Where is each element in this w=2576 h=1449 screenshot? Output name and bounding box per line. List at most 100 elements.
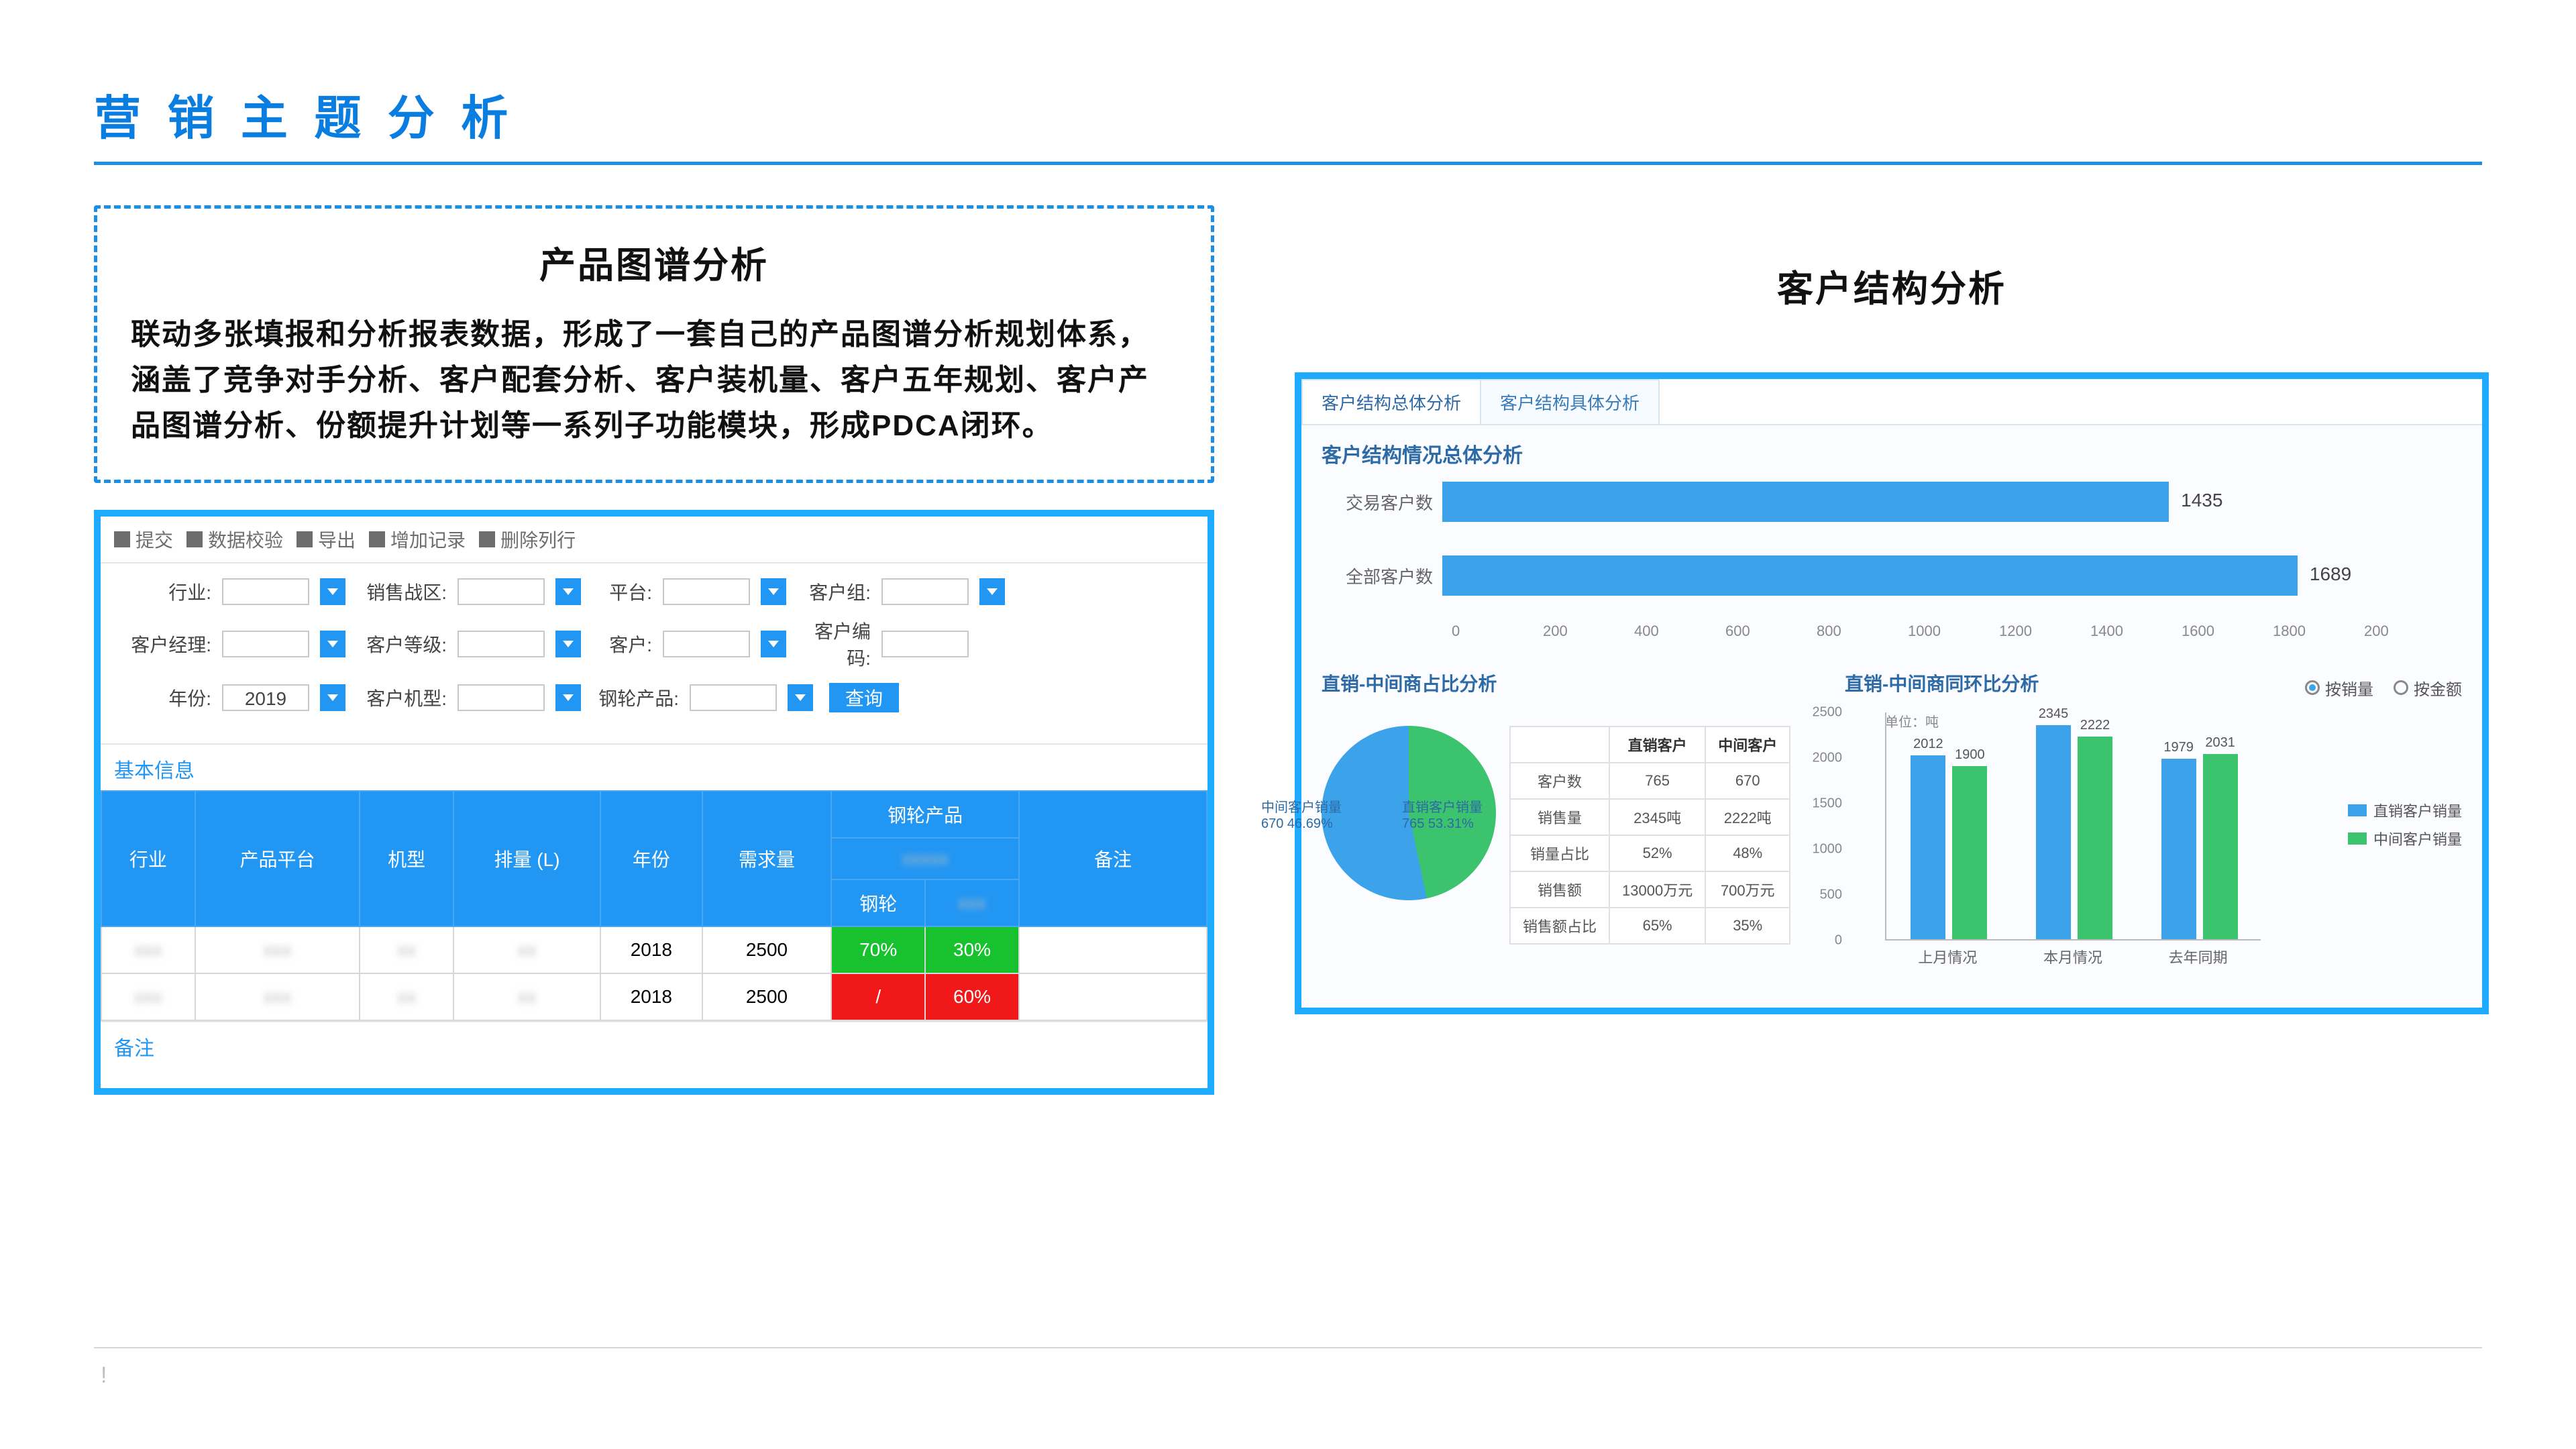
radio-icon <box>2394 680 2408 695</box>
footer-mark: ! <box>101 1362 107 1389</box>
tab-detail[interactable]: 客户结构具体分析 <box>1480 379 1660 424</box>
bar-group: 20121900 <box>1905 755 1992 939</box>
tabs: 客户结构总体分析 客户结构具体分析 <box>1301 379 2482 425</box>
mini-th: 直销客户 <box>1609 727 1705 763</box>
filter-grid: 行业: 销售战区: 平台: 客户组: 客户经理: 客户等级: 客户: 客户编码:… <box>101 564 1208 743</box>
hbar-row: 全部客户数1689 <box>1328 549 2455 602</box>
hbar-title: 客户结构情况总体分析 <box>1301 425 2482 475</box>
th-model: 机型 <box>360 791 453 926</box>
page-title: 营 销 主 题 分 析 <box>94 80 2482 148</box>
y-tick: 500 <box>1820 888 1842 903</box>
filter-manager[interactable] <box>222 631 309 657</box>
hbar-row: 交易客户数1435 <box>1328 475 2455 529</box>
axis-tick: 1400 <box>2090 623 2182 640</box>
axis-tick: 200 <box>2364 623 2455 640</box>
product-map-title: 产品图谱分析 <box>131 235 1177 288</box>
axis-tick: 400 <box>1634 623 1725 640</box>
filter-label: 客户组: <box>797 578 871 605</box>
mini-table: 直销客户中间客户客户数765670销售量2345吨2222吨销量占比52%48%… <box>1509 726 1790 945</box>
product-map-paragraph: 联动多张填报和分析报表数据，形成了一套自己的产品图谱分析规划体系，涵盖了竞争对手… <box>131 312 1177 449</box>
th-demand: 需求量 <box>702 791 832 926</box>
table-row: xxxxxxxxxx2018250070%30% <box>101 926 1207 973</box>
bar: 1900 <box>1952 766 1987 939</box>
th-year: 年份 <box>600 791 702 926</box>
filter-product[interactable] <box>690 684 777 711</box>
bar-title: 直销-中间商同环比分析 <box>1845 669 2039 696</box>
th-sub: xxxxx <box>831 838 1019 879</box>
filter-label: 客户机型: <box>356 684 447 711</box>
filter-year[interactable]: 2019 <box>222 684 309 711</box>
dropdown-icon[interactable] <box>761 578 786 605</box>
customer-structure-title: 客户结构分析 <box>1295 259 2489 312</box>
filter-label: 年份: <box>121 684 211 711</box>
pie-title: 直销-中间商占比分析 <box>1322 669 1831 696</box>
toolbar-submit[interactable]: 提交 <box>114 526 173 553</box>
th-group: 钢轮产品 <box>831 791 1019 838</box>
hbar-label: 全部客户数 <box>1328 564 1442 588</box>
axis-tick: 0 <box>1452 623 1543 640</box>
filter-region[interactable] <box>458 578 545 605</box>
y-tick: 1000 <box>1813 842 1843 857</box>
filter-custgroup[interactable] <box>881 578 969 605</box>
export-icon <box>297 531 313 547</box>
axis-tick: 800 <box>1817 623 1908 640</box>
bar: 2012 <box>1911 755 1945 939</box>
radio-group: 按销量按金额 <box>2305 676 2462 700</box>
filter-model[interactable] <box>458 684 545 711</box>
bar: 2345 <box>2036 725 2071 939</box>
th-remark: 备注 <box>1019 791 1207 926</box>
dropdown-icon[interactable] <box>788 684 813 711</box>
filter-label: 客户编码: <box>797 617 871 671</box>
filter-platform[interactable] <box>663 578 750 605</box>
bar: 2031 <box>2203 754 2238 939</box>
th-displacement: 排量 (L) <box>453 791 600 926</box>
filter-code[interactable] <box>881 631 969 657</box>
section-note: 备注 <box>101 1021 1208 1068</box>
filter-label: 钢轮产品: <box>592 684 679 711</box>
dropdown-icon[interactable] <box>320 578 345 605</box>
toolbar-delrow[interactable]: 删除列行 <box>479 526 576 553</box>
dropdown-icon[interactable] <box>555 684 581 711</box>
mini-th <box>1510 727 1609 763</box>
dropdown-icon[interactable] <box>555 631 581 657</box>
product-map-box: 产品图谱分析 联动多张填报和分析报表数据，形成了一套自己的产品图谱分析规划体系，… <box>94 205 1214 483</box>
dropdown-icon[interactable] <box>320 684 345 711</box>
pie-label: 中间客户销量670 46.69% <box>1261 800 1342 832</box>
submit-icon <box>114 531 130 547</box>
th-platform: 产品平台 <box>195 791 360 926</box>
legend-label: 直销客户销量 <box>2373 800 2462 821</box>
th-industry: 行业 <box>101 791 195 926</box>
hbar-chart: 交易客户数1435全部客户数16890200400600800100012001… <box>1328 475 2455 649</box>
dropdown-icon[interactable] <box>761 631 786 657</box>
dropdown-icon[interactable] <box>555 578 581 605</box>
section-basic-info: 基本信息 <box>101 743 1208 790</box>
mini-row: 销量占比52%48% <box>1510 835 1790 871</box>
query-button[interactable]: 查询 <box>829 683 899 712</box>
dropdown-icon[interactable] <box>320 631 345 657</box>
tab-overall[interactable]: 客户结构总体分析 <box>1301 379 1481 424</box>
toolbar-export[interactable]: 导出 <box>297 526 356 553</box>
radio-option[interactable]: 按销量 <box>2305 676 2373 700</box>
filter-industry[interactable] <box>222 578 309 605</box>
y-tick: 2000 <box>1813 751 1843 766</box>
legend: 直销客户销量中间客户销量 <box>2348 800 2462 856</box>
pie-chart: 中间客户销量670 46.69%直销客户销量765 53.31% <box>1322 726 1496 900</box>
filter-label: 客户经理: <box>121 631 211 657</box>
footer-rule <box>94 1347 2482 1348</box>
filter-level[interactable] <box>458 631 545 657</box>
hbar-label: 交易客户数 <box>1328 490 1442 515</box>
pie-label: 直销客户销量765 53.31% <box>1402 800 1483 832</box>
toolbar-addrow[interactable]: 增加记录 <box>369 526 466 553</box>
x-label: 本月情况 <box>2010 946 2136 967</box>
radio-option[interactable]: 按金额 <box>2394 676 2462 700</box>
filter-customer[interactable] <box>663 631 750 657</box>
check-icon <box>186 531 203 547</box>
customer-structure-panel: 客户结构总体分析 客户结构具体分析 客户结构情况总体分析 交易客户数1435 全部… <box>1295 372 2489 1014</box>
toolbar-validate[interactable]: 数据校验 <box>186 526 283 553</box>
product-table: 行业 产品平台 机型 排量 (L) 年份 需求量 钢轮产品 备注 xxxxx 钢… <box>101 790 1208 1021</box>
dropdown-icon[interactable] <box>979 578 1005 605</box>
x-label: 上月情况 <box>1885 946 2010 967</box>
axis-tick: 1800 <box>2273 623 2364 640</box>
table-row: xxxxxxxxxx20182500/60% <box>101 973 1207 1020</box>
grouped-bar-chart: 25002000150010005000单位：吨2012190023452222… <box>1845 712 2328 994</box>
